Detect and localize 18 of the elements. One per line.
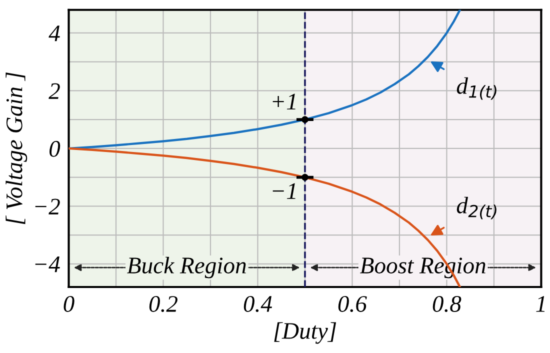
y-tick-label: −2 <box>35 198 60 214</box>
annotation: −1 <box>272 183 296 199</box>
x-axis-title: [Duty] <box>274 322 336 344</box>
y-tick-label: −4 <box>35 256 60 272</box>
x-tick-label: 0.8 <box>432 296 462 312</box>
y-tick-label: 0 <box>50 140 60 157</box>
x-tick-label: 0.4 <box>244 296 272 312</box>
annotation: +1 <box>272 94 296 110</box>
series-label: d$_{1(t)}$ <box>456 77 496 100</box>
x-tick-label: 0 <box>64 296 74 312</box>
x-tick-label: 0.6 <box>338 296 367 312</box>
y-tick-label: 2 <box>48 83 60 99</box>
band-label: Buck Region <box>127 256 246 278</box>
x-tick-label: 1 <box>536 296 545 312</box>
y-axis-title: [ Voltage Gain ] <box>6 72 28 224</box>
y-tick-label: 4 <box>48 26 60 42</box>
series-label: d$_{2(t)}$ <box>456 196 496 220</box>
x-tick-label: 0.2 <box>149 296 178 312</box>
